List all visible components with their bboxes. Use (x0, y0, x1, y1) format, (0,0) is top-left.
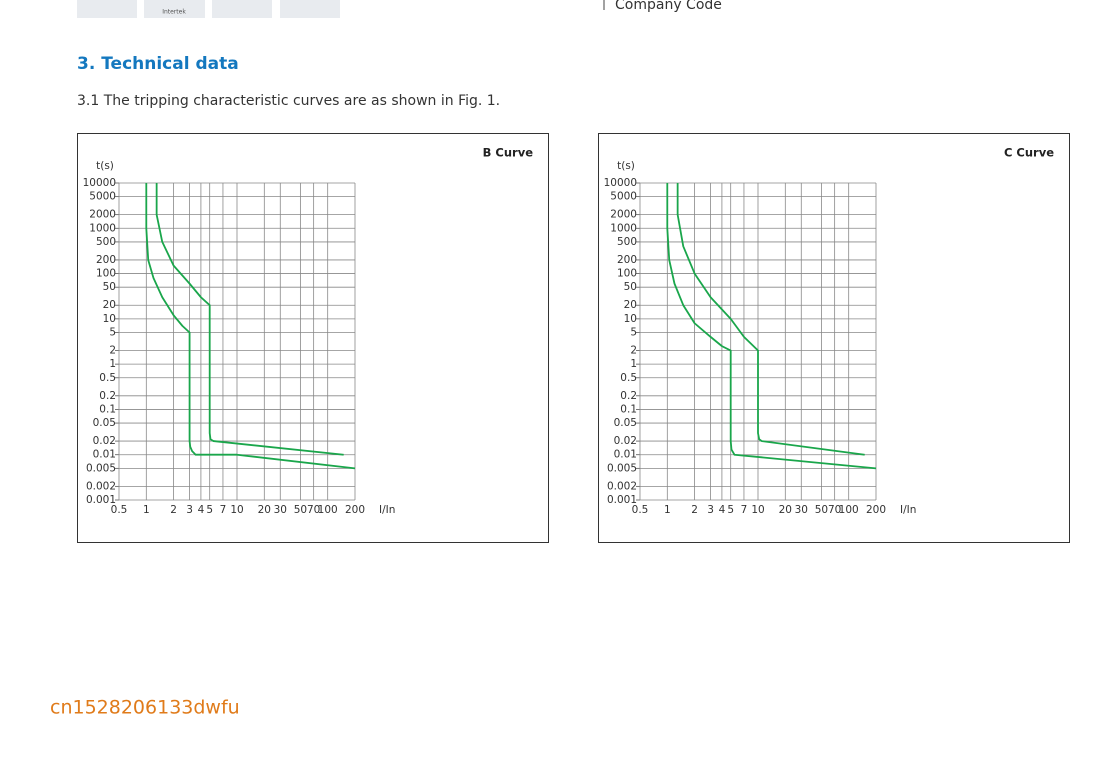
y-axis-label: t(s) (96, 160, 114, 172)
y-tick-label: 1000 (89, 222, 116, 234)
y-tick-label: 20 (624, 299, 637, 311)
x-tick-label: 0.5 (632, 504, 649, 516)
y-tick-label: 0.1 (620, 403, 637, 415)
section-heading: 3. Technical data (77, 54, 239, 74)
x-tick-label: 7 (220, 504, 227, 516)
x-tick-label: 20 (258, 504, 271, 516)
chart-title: C Curve (1004, 146, 1054, 160)
y-tick-label: 2000 (89, 209, 116, 221)
y-tick-label: 1000 (610, 222, 637, 234)
y-tick-label: 500 (617, 236, 637, 248)
logo (77, 0, 137, 18)
y-tick-label: 2 (109, 345, 116, 357)
x-axis-label: I/In (900, 504, 916, 516)
x-tick-label: 4 (719, 504, 726, 516)
y-tick-label: 10 (624, 313, 637, 325)
y-tick-label: 10000 (604, 177, 637, 189)
y-tick-label: 500 (96, 236, 116, 248)
y-tick-label: 50 (624, 281, 637, 293)
y-tick-label: 0.002 (86, 480, 116, 492)
x-tick-label: 4 (198, 504, 205, 516)
x-tick-label: 200 (345, 504, 365, 516)
chart: B Curve100005000200010005002001005020105… (77, 133, 549, 543)
x-tick-label: 2 (691, 504, 698, 516)
x-tick-label: 0.5 (111, 504, 128, 516)
logo (212, 0, 272, 18)
curve (155, 183, 344, 456)
logo-caption: Intertek (162, 9, 186, 16)
x-tick-label: 30 (274, 504, 287, 516)
chart-frame (598, 133, 1070, 543)
y-tick-label: 200 (96, 254, 116, 266)
y-tick-label: 0.1 (99, 403, 116, 415)
y-tick-label: 10000 (83, 177, 116, 189)
chart: C Curve100005000200010005002001005020105… (598, 133, 1070, 543)
y-tick-label: 0.001 (86, 494, 116, 506)
y-tick-label: 0.05 (93, 417, 116, 429)
x-tick-label: 2 (170, 504, 177, 516)
logo (280, 0, 340, 18)
y-tick-label: 5 (630, 326, 637, 338)
y-tick-label: 0.05 (614, 417, 637, 429)
x-tick-label: 100 (839, 504, 859, 516)
y-tick-label: 0.005 (86, 462, 116, 474)
x-tick-label: 1 (143, 504, 150, 516)
y-tick-label: 1 (630, 358, 637, 370)
x-tick-label: 70 (828, 504, 841, 516)
y-tick-label: 0.001 (607, 494, 637, 506)
y-tick-label: 0.01 (93, 449, 116, 461)
x-tick-label: 3 (707, 504, 714, 516)
x-tick-label: 50 (815, 504, 828, 516)
x-tick-label: 70 (307, 504, 320, 516)
y-tick-label: 5000 (89, 191, 116, 203)
y-tick-label: 0.01 (614, 449, 637, 461)
x-tick-label: 5 (206, 504, 213, 516)
chart-frame (77, 133, 549, 543)
y-tick-label: 200 (617, 254, 637, 266)
curve (676, 183, 865, 456)
y-tick-label: 100 (617, 268, 637, 280)
y-tick-label: 0.5 (99, 372, 116, 384)
y-tick-label: 10 (103, 313, 116, 325)
logo (144, 0, 205, 18)
y-tick-label: 100 (96, 268, 116, 280)
x-tick-label: 3 (186, 504, 193, 516)
y-tick-label: 1 (109, 358, 116, 370)
x-tick-label: 100 (318, 504, 338, 516)
y-tick-label: 0.02 (614, 435, 637, 447)
x-tick-label: 30 (795, 504, 808, 516)
y-tick-label: 0.005 (607, 462, 637, 474)
y-tick-label: 0.02 (93, 435, 116, 447)
y-tick-label: 0.2 (99, 390, 116, 402)
header-text: Company Code (615, 0, 722, 13)
chart-title: B Curve (483, 146, 534, 160)
x-tick-label: 200 (866, 504, 886, 516)
x-tick-label: 5 (727, 504, 734, 516)
x-tick-label: 10 (230, 504, 243, 516)
x-tick-label: 50 (294, 504, 307, 516)
y-tick-label: 20 (103, 299, 116, 311)
y-tick-label: 5000 (610, 191, 637, 203)
y-tick-label: 2000 (610, 209, 637, 221)
watermark: cn1528206133dwfu (50, 697, 240, 719)
paragraph: 3.1 The tripping characteristic curves a… (77, 93, 500, 109)
y-tick-label: 0.5 (620, 372, 637, 384)
y-tick-label: 0.2 (620, 390, 637, 402)
y-axis-label: t(s) (617, 160, 635, 172)
curve (666, 183, 877, 470)
x-tick-label: 1 (664, 504, 671, 516)
y-tick-label: 2 (630, 345, 637, 357)
y-tick-label: 5 (109, 326, 116, 338)
x-tick-label: 20 (779, 504, 792, 516)
x-tick-label: 7 (741, 504, 748, 516)
y-tick-label: 50 (103, 281, 116, 293)
y-tick-label: 0.002 (607, 480, 637, 492)
x-axis-label: I/In (379, 504, 395, 516)
curve (145, 183, 356, 470)
x-tick-label: 10 (751, 504, 764, 516)
